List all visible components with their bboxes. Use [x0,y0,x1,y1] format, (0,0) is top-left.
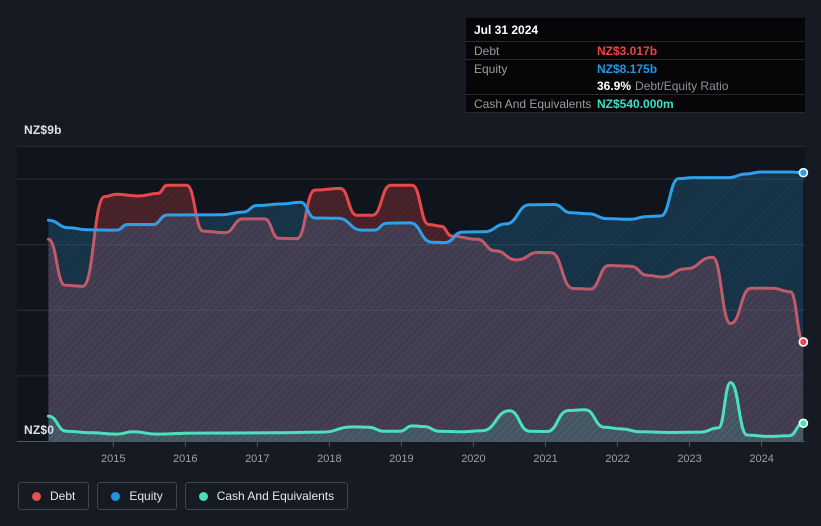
equity-legend-dot-icon [111,491,121,501]
legend-item-equity[interactable]: Equity [97,482,177,510]
cash-legend-dot-icon [198,491,208,501]
x-axis-year-label: 2021 [533,453,557,465]
tooltip-ratio-value: 36.9% [597,78,632,93]
x-axis-year-label: 2016 [173,453,197,465]
tooltip-debt-row: Debt NZ$3.017b [466,42,805,60]
tooltip-equity-row: Equity NZ$8.175b [466,60,805,77]
tooltip-date: Jul 31 2024 [466,18,805,42]
x-axis-year-label: 2019 [389,453,413,465]
legend-item-debt[interactable]: Debt [18,482,90,510]
tooltip-cash-row: Cash And Equivalents NZ$540.000m [466,95,805,113]
legend-label-equity: Equity [129,489,163,503]
tooltip-ratio-row: 36.9% Debt/Equity Ratio [466,77,805,95]
tooltip-equity-value: NZ$8.175b [597,61,658,76]
x-axis-year-label: 2024 [749,453,773,465]
tooltip-debt-value: NZ$3.017b [597,43,658,58]
tooltip-ratio-label: Debt/Equity Ratio [635,78,729,93]
tooltip-ratio: 36.9% Debt/Equity Ratio [597,79,728,93]
equity-area-texture [48,172,804,441]
tooltip-cash-value: NZ$540.000m [597,96,674,111]
tooltip-debt-label: Debt [474,43,500,58]
y-axis-label-top: NZ$9b [24,123,62,137]
x-axis-year-label: 2023 [677,453,701,465]
cash-line [46,381,805,438]
tooltip-equity-label: Equity [474,61,508,76]
cash-end-dot [798,418,809,429]
equity-line [46,170,805,245]
legend-item-cash[interactable]: Cash And Equivalents [184,482,349,510]
x-axis-year-label: 2020 [461,453,485,465]
x-axis-year-label: 2017 [245,453,269,465]
debt-end-dot [798,337,809,347]
x-axis-year-label: 2018 [317,453,341,465]
chart-tooltip: Jul 31 2024 Debt NZ$3.017b Equity NZ$8.1… [466,18,805,113]
legend-label-cash: Cash And Equivalents [216,489,335,503]
debt-legend-dot-icon [32,491,41,501]
y-axis-label-bottom: NZ$0 [24,423,55,437]
chart-legend: Debt Equity Cash And Equivalents [18,482,349,510]
x-axis-year-label: 2022 [605,453,629,465]
equity-end-dot [798,167,809,178]
tooltip-cash-label: Cash And Equivalents [474,96,592,111]
x-axis-year-label: 2015 [101,453,125,465]
legend-label-debt: Debt [50,489,76,503]
